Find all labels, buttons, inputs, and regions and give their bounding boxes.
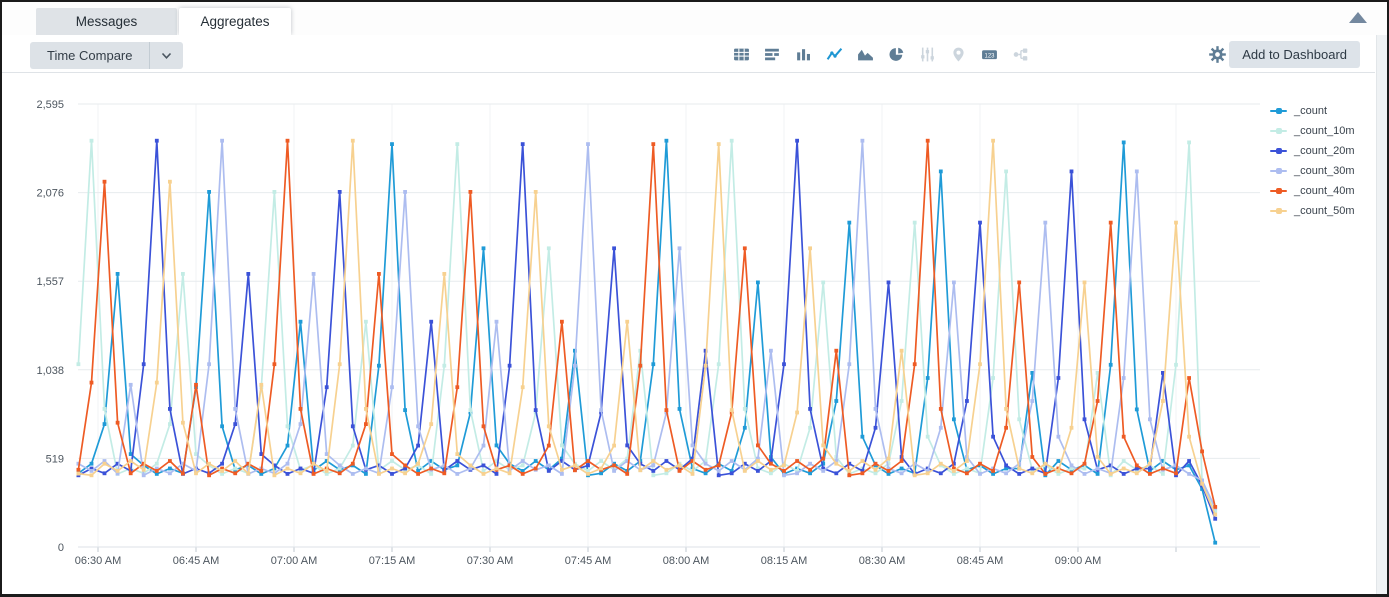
tab-messages-label: Messages — [75, 14, 138, 29]
svg-text:07:15 AM: 07:15 AM — [369, 555, 415, 567]
legend-label: _count_20m — [1294, 145, 1355, 157]
table-view-icon[interactable] — [732, 45, 751, 64]
svg-text:08:45 AM: 08:45 AM — [957, 555, 1003, 567]
collapse-panel-icon[interactable] — [1349, 12, 1367, 23]
pie-chart-icon[interactable] — [887, 45, 906, 64]
area-chart-icon[interactable] — [856, 45, 875, 64]
tab-bar: Messages Aggregates — [2, 2, 1387, 39]
aggregates-line-chart[interactable]: 06:30 AM 06:45 AM 07:00 AM 07:15 AM 07:30 AM… — [2, 73, 1379, 596]
legend-marker — [1270, 207, 1287, 215]
legend-label: _count_50m — [1294, 205, 1355, 217]
svg-text:2,595: 2,595 — [36, 99, 64, 111]
time-compare-button[interactable]: Time Compare — [30, 42, 184, 69]
svg-text:07:30 AM: 07:30 AM — [467, 555, 513, 567]
legend-marker — [1270, 167, 1287, 175]
svg-text:07:00 AM: 07:00 AM — [271, 555, 317, 567]
gear-icon[interactable] — [1208, 45, 1227, 64]
node-diagram-icon — [1011, 45, 1030, 64]
svg-text:519: 519 — [46, 453, 64, 465]
chart-legend: _count _count_10m _count_20m _count_30m _cou… — [1270, 101, 1387, 221]
tab-aggregates[interactable]: Aggregates — [179, 8, 291, 39]
chevron-down-icon[interactable] — [149, 42, 183, 69]
column-chart-icon[interactable] — [794, 45, 813, 64]
tab-aggregates-label: Aggregates — [200, 14, 270, 29]
legend-label: _count — [1294, 105, 1328, 117]
svg-text:08:00 AM: 08:00 AM — [663, 555, 709, 567]
add-to-dashboard-button[interactable]: Add to Dashboard — [1229, 41, 1360, 68]
svg-text:09:00 AM: 09:00 AM — [1055, 555, 1101, 567]
line-chart-icon[interactable] — [825, 45, 844, 64]
svg-text:0: 0 — [58, 542, 64, 554]
legend-marker — [1270, 127, 1287, 135]
legend-item[interactable]: _count_50m — [1270, 201, 1387, 221]
svg-text:07:45 AM: 07:45 AM — [565, 555, 611, 567]
svg-text:06:45 AM: 06:45 AM — [173, 555, 219, 567]
svg-text:06:30 AM: 06:30 AM — [75, 555, 121, 567]
svg-text:123: 123 — [985, 53, 996, 59]
legend-item[interactable]: _count_10m — [1270, 121, 1387, 141]
svg-text:08:15 AM: 08:15 AM — [761, 555, 807, 567]
legend-label: _count_10m — [1294, 125, 1355, 137]
legend-marker — [1270, 107, 1287, 115]
legend-label: _count_40m — [1294, 185, 1355, 197]
svg-text:08:30 AM: 08:30 AM — [859, 555, 905, 567]
chart-area: 06:30 AM 06:45 AM 07:00 AM 07:15 AM 07:30 AM… — [2, 73, 1379, 596]
svg-text:1,557: 1,557 — [36, 276, 64, 288]
scrollbar-track[interactable] — [1376, 35, 1387, 594]
legend-item[interactable]: _count_20m — [1270, 141, 1387, 161]
legend-item[interactable]: _count — [1270, 101, 1387, 121]
chart-toolbar: Time Compare 123 Add to Dashboard — [2, 35, 1375, 73]
legend-marker — [1270, 147, 1287, 155]
time-compare-label: Time Compare — [47, 48, 133, 63]
legend-item[interactable]: _count_40m — [1270, 181, 1387, 201]
tab-messages[interactable]: Messages — [36, 8, 177, 35]
bar-chart-icon[interactable] — [763, 45, 782, 64]
svg-text:1,038: 1,038 — [36, 365, 64, 377]
legend-marker — [1270, 187, 1287, 195]
map-pin-icon — [949, 45, 968, 64]
legend-item[interactable]: _count_30m — [1270, 161, 1387, 181]
single-value-123-icon[interactable]: 123 — [980, 45, 999, 64]
chart-type-toolbar: 123 — [732, 45, 1030, 64]
svg-text:2,076: 2,076 — [36, 188, 64, 200]
settings-sliders-icon — [918, 45, 937, 64]
legend-label: _count_30m — [1294, 165, 1355, 177]
